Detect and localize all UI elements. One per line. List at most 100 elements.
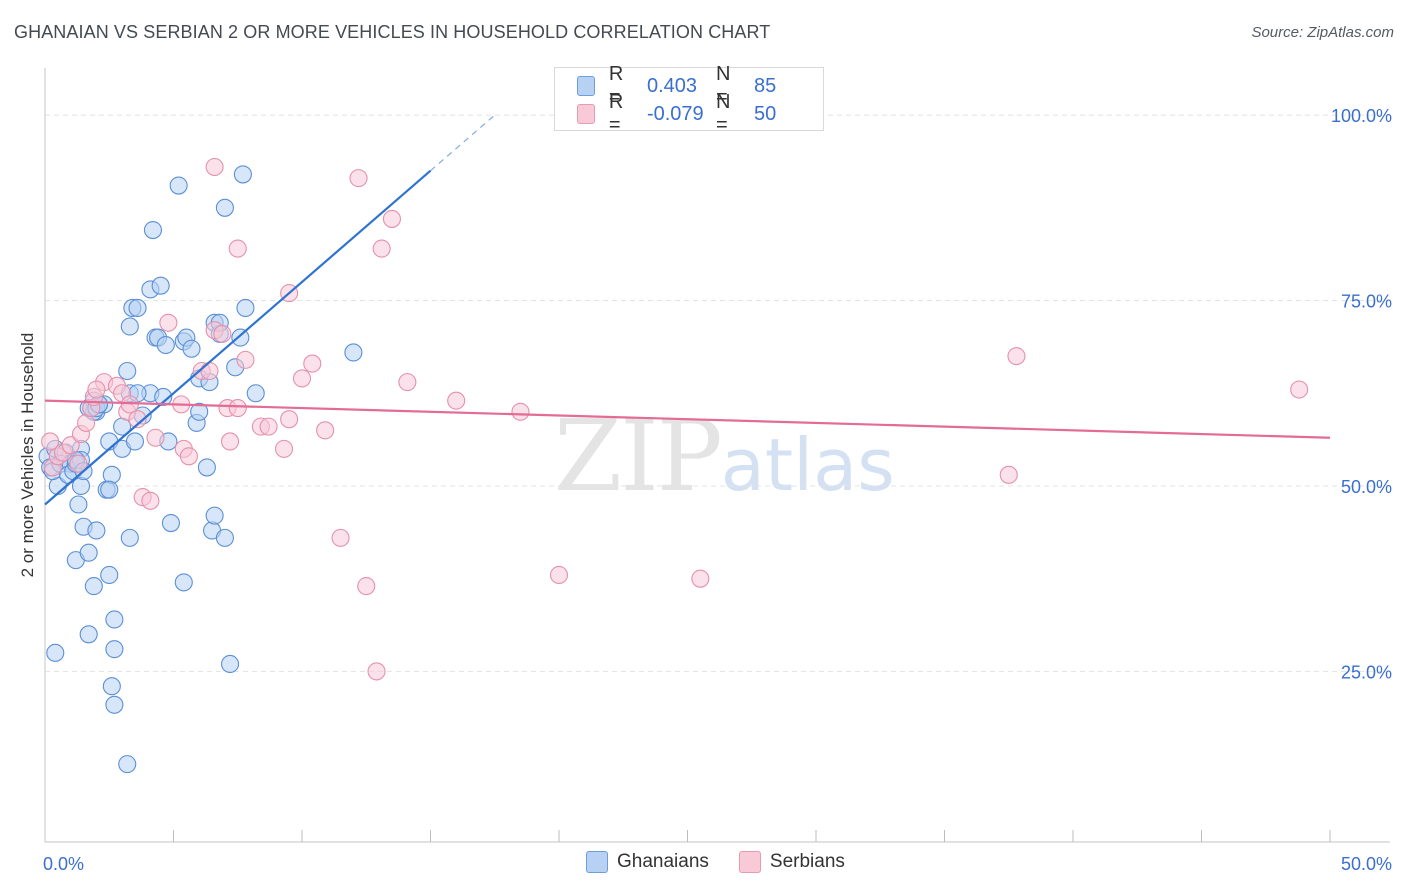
- correlation-legend: R = 0.403 N = 85 R = -0.079 N = 50: [554, 63, 824, 136]
- ghanaian-point: [246, 384, 265, 403]
- r-label: R =: [608, 63, 624, 108]
- serbian-point: [372, 239, 391, 258]
- serbian-point: [41, 432, 60, 451]
- ghanaian-point: [233, 165, 252, 184]
- serbians-swatch: [577, 104, 595, 124]
- ghanaian-point: [102, 465, 121, 484]
- n-label: N =: [715, 63, 731, 108]
- ghanaian-point: [161, 513, 180, 533]
- ghanaian-point: [84, 577, 103, 596]
- ghanaian-point: [143, 221, 162, 240]
- serbian-point: [691, 569, 710, 588]
- y-tick-label: 75.0%: [1341, 292, 1392, 312]
- serbian-point: [331, 528, 350, 547]
- serbian-point: [511, 402, 530, 421]
- ghanaian-point: [105, 610, 124, 629]
- ghanaian-point: [125, 432, 144, 451]
- ghanaian-point: [215, 528, 234, 547]
- serbian-point: [303, 354, 322, 373]
- ghanaian-point: [105, 640, 124, 659]
- legend-item-serbians[interactable]: Serbians: [738, 851, 845, 873]
- serbian-point: [316, 421, 335, 440]
- y-axis-title: 2 or more Vehicles in Household: [18, 332, 37, 578]
- serbian-point: [382, 209, 402, 228]
- serbian-point: [1007, 347, 1026, 366]
- y-tick-label: 25.0%: [1341, 662, 1392, 682]
- ghanaian-point: [151, 276, 170, 295]
- serbian-point: [141, 491, 160, 510]
- serbian-point: [367, 662, 386, 681]
- ghanaian-trend-extension: [430, 114, 496, 172]
- serbian-point: [200, 361, 219, 381]
- legend-row-ghanaians: R = 0.403 N = 85: [577, 63, 823, 108]
- ghanaian-point: [156, 335, 175, 355]
- ghanaian-point: [197, 458, 216, 477]
- ghanaian-point: [100, 565, 119, 585]
- ghanaian-point: [182, 339, 201, 358]
- serbian-trend-line: [44, 399, 1331, 439]
- x-tick-label: 0.0%: [43, 854, 84, 874]
- watermark-atlas: atlas: [720, 423, 895, 507]
- ghanaians-n-value: 85: [753, 74, 777, 97]
- ghanaian-point: [190, 402, 209, 421]
- ghanaian-point: [220, 654, 240, 674]
- ghanaian-point: [236, 298, 255, 317]
- ghanaian-point: [231, 328, 250, 347]
- serbian-point: [280, 410, 299, 429]
- serbian-point: [146, 428, 165, 447]
- ghanaian-point: [120, 528, 139, 547]
- serbian-point: [213, 324, 232, 343]
- serbian-point: [349, 169, 368, 188]
- serbians-legend-swatch: [738, 851, 761, 873]
- ghanaian-point: [215, 198, 234, 217]
- serbian-point: [274, 439, 294, 458]
- chart-title: GHANAIAN VS SERBIAN 2 OR MORE VEHICLES I…: [14, 22, 771, 42]
- legend-row-serbians: R = -0.079 N = 50: [577, 91, 823, 136]
- series-legend: Ghanaians Serbians: [586, 851, 875, 873]
- serbian-point: [205, 157, 224, 177]
- serbian-point: [398, 373, 417, 392]
- x-tick-label: 50.0%: [1341, 854, 1392, 874]
- serbian-point: [228, 239, 247, 258]
- ghanaian-trend-line: [44, 169, 432, 506]
- ghanaians-swatch: [577, 76, 595, 96]
- serbian-point: [159, 313, 178, 332]
- ghanaian-point: [79, 625, 98, 644]
- serbian-point: [447, 391, 466, 410]
- serbian-point: [228, 399, 247, 418]
- ghanaian-point: [46, 643, 65, 662]
- serbian-point: [128, 410, 147, 429]
- serbian-point: [61, 436, 80, 455]
- ghanaian-point: [205, 506, 224, 525]
- ghanaian-point: [344, 343, 363, 362]
- r-label: R =: [608, 91, 624, 136]
- ghanaian-point: [128, 298, 147, 317]
- ghanaian-point: [118, 755, 137, 774]
- n-label: N =: [715, 91, 731, 136]
- legend-label-ghanaians: Ghanaians: [617, 851, 709, 872]
- serbian-point: [87, 380, 106, 399]
- source-label: Source: ZipAtlas.com: [1251, 24, 1394, 41]
- ghanaian-point: [69, 495, 88, 514]
- ghanaian-point: [120, 317, 139, 336]
- ghanaian-point: [118, 361, 137, 381]
- serbian-point: [549, 565, 569, 585]
- legend-label-serbians: Serbians: [769, 851, 845, 872]
- serbian-point: [69, 454, 88, 473]
- legend-item-ghanaians[interactable]: Ghanaians: [586, 851, 709, 873]
- serbian-point: [357, 577, 376, 596]
- ghanaian-point: [79, 543, 98, 562]
- ghanaian-point: [105, 695, 124, 714]
- ghanaian-point: [100, 480, 119, 499]
- ghanaian-point: [174, 573, 193, 592]
- ghanaian-point: [71, 476, 91, 496]
- ghanaians-legend-swatch: [586, 851, 608, 873]
- ghanaian-point: [169, 176, 188, 195]
- serbian-point: [999, 465, 1018, 484]
- ghanaian-point: [102, 677, 121, 696]
- serbian-point: [292, 369, 312, 388]
- ghanaians-r-value: 0.403: [646, 74, 698, 97]
- y-tick-label: 100.0%: [1331, 106, 1392, 126]
- serbian-point: [220, 432, 240, 451]
